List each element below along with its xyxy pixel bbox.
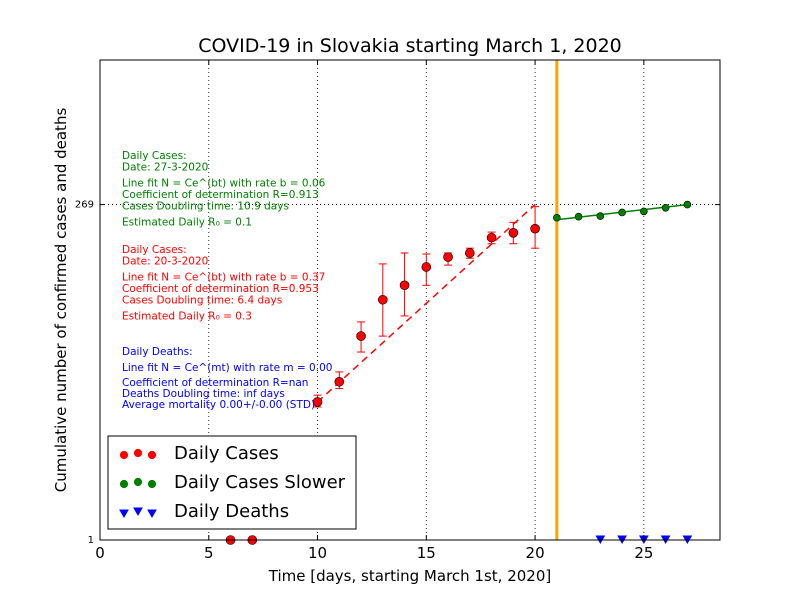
legend-marker	[119, 509, 129, 519]
legend-marker	[133, 507, 143, 517]
daily-cases-fit	[317, 204, 536, 403]
annotation-line: Daily Cases:	[122, 244, 187, 256]
case-marker	[508, 228, 519, 238]
case-marker	[334, 376, 345, 387]
case-marker	[399, 280, 410, 291]
slower-case-marker	[640, 207, 648, 216]
annotation-line: Deaths Doubling time: inf days	[122, 388, 285, 400]
case-marker	[443, 252, 453, 262]
case-marker	[421, 262, 432, 272]
case-marker	[465, 248, 475, 258]
annotation-red: Daily Cases:Date: 20-3-2020 Line fit N = …	[122, 244, 325, 323]
annotation-blue: Daily Deaths: Line fit N = Ce^(mt) with r…	[122, 346, 332, 411]
slower-case-marker	[618, 208, 626, 217]
x-tick-label: 25	[634, 544, 653, 562]
slower-case-marker	[553, 213, 561, 222]
slower-case-marker	[574, 212, 583, 221]
annotation-line: Line fit N = Ce^(mt) with rate m = 0.00	[122, 362, 332, 374]
slower-case-marker	[683, 200, 692, 209]
annotation-green: Daily Cases:Date: 27-3-2020 Line fit N = …	[122, 150, 326, 229]
y-tick-label: 269	[75, 200, 94, 211]
x-tick-label: 20	[526, 544, 545, 562]
annotation-line: Daily Deaths:	[122, 346, 193, 358]
annotation-line: Coefficient of determination R=0.913	[122, 189, 319, 201]
ticks: 0 5 10 15 20 25 1 269	[75, 60, 720, 562]
annotation-line: Coefficient of determination R=0.953	[122, 283, 319, 295]
annotation-line: Estimated Daily R₀ = 0.1	[122, 217, 252, 229]
annotation-line: Estimated Daily R₀ = 0.3	[122, 311, 252, 323]
legend: Daily Cases Daily Cases Slower Daily Dea…	[107, 435, 357, 530]
chart-title: COVID-19 in Slovakia starting March 1, 2…	[198, 35, 622, 57]
legend-marker	[119, 479, 129, 489]
slower-case-marker	[596, 212, 605, 220]
reference-lines	[100, 60, 720, 540]
case-marker	[378, 294, 388, 305]
legend-marker	[133, 477, 143, 487]
x-axis-label: Time [days, starting March 1st, 2020]	[268, 567, 551, 585]
legend-label-daily-cases: Daily Cases	[174, 443, 279, 464]
annotation-line: Daily Cases:	[122, 150, 187, 162]
legend-marker	[133, 448, 143, 458]
plot-frame	[99, 59, 721, 541]
annotation-line: Coefficient of determination R=nan	[122, 377, 308, 389]
annotation-line: Line fit N = Ce^(bt) with rate b = 0.37	[122, 272, 325, 284]
legend-marker	[147, 450, 157, 460]
y-axis-label: Cumulative number of confirmed cases and…	[52, 108, 70, 493]
annotation-line: Cases Doubling time: 10.9 days	[122, 201, 289, 213]
legend-marker	[147, 479, 157, 489]
annotation-line: Line fit N = Ce^(bt) with rate b = 0.06	[122, 178, 326, 190]
legend-label-daily-cases-slower: Daily Cases Slower	[174, 472, 346, 493]
annotation-line: Date: 27-3-2020	[122, 162, 208, 174]
legend-markers	[119, 448, 157, 519]
case-marker	[486, 232, 497, 243]
x-tick-label: 5	[204, 544, 214, 562]
annotation-line: Date: 20-3-2020	[122, 256, 208, 268]
x-tick-label: 15	[417, 544, 436, 562]
legend-marker	[119, 450, 129, 460]
slower-case-marker	[661, 203, 670, 212]
annotation-line: Average mortality 0.00+/-0.00 (STD)	[122, 399, 315, 411]
case-marker	[530, 223, 540, 234]
case-marker	[312, 397, 323, 407]
legend-label-daily-deaths: Daily Deaths	[174, 501, 289, 522]
case-marker	[356, 331, 366, 341]
x-tick-label: 10	[308, 544, 327, 562]
x-tick-label: 0	[95, 544, 105, 562]
legend-marker	[147, 509, 157, 519]
y-tick-label: 1	[88, 535, 94, 546]
annotation-line: Cases Doubling time: 6.4 days	[122, 295, 282, 307]
markers	[225, 200, 693, 545]
